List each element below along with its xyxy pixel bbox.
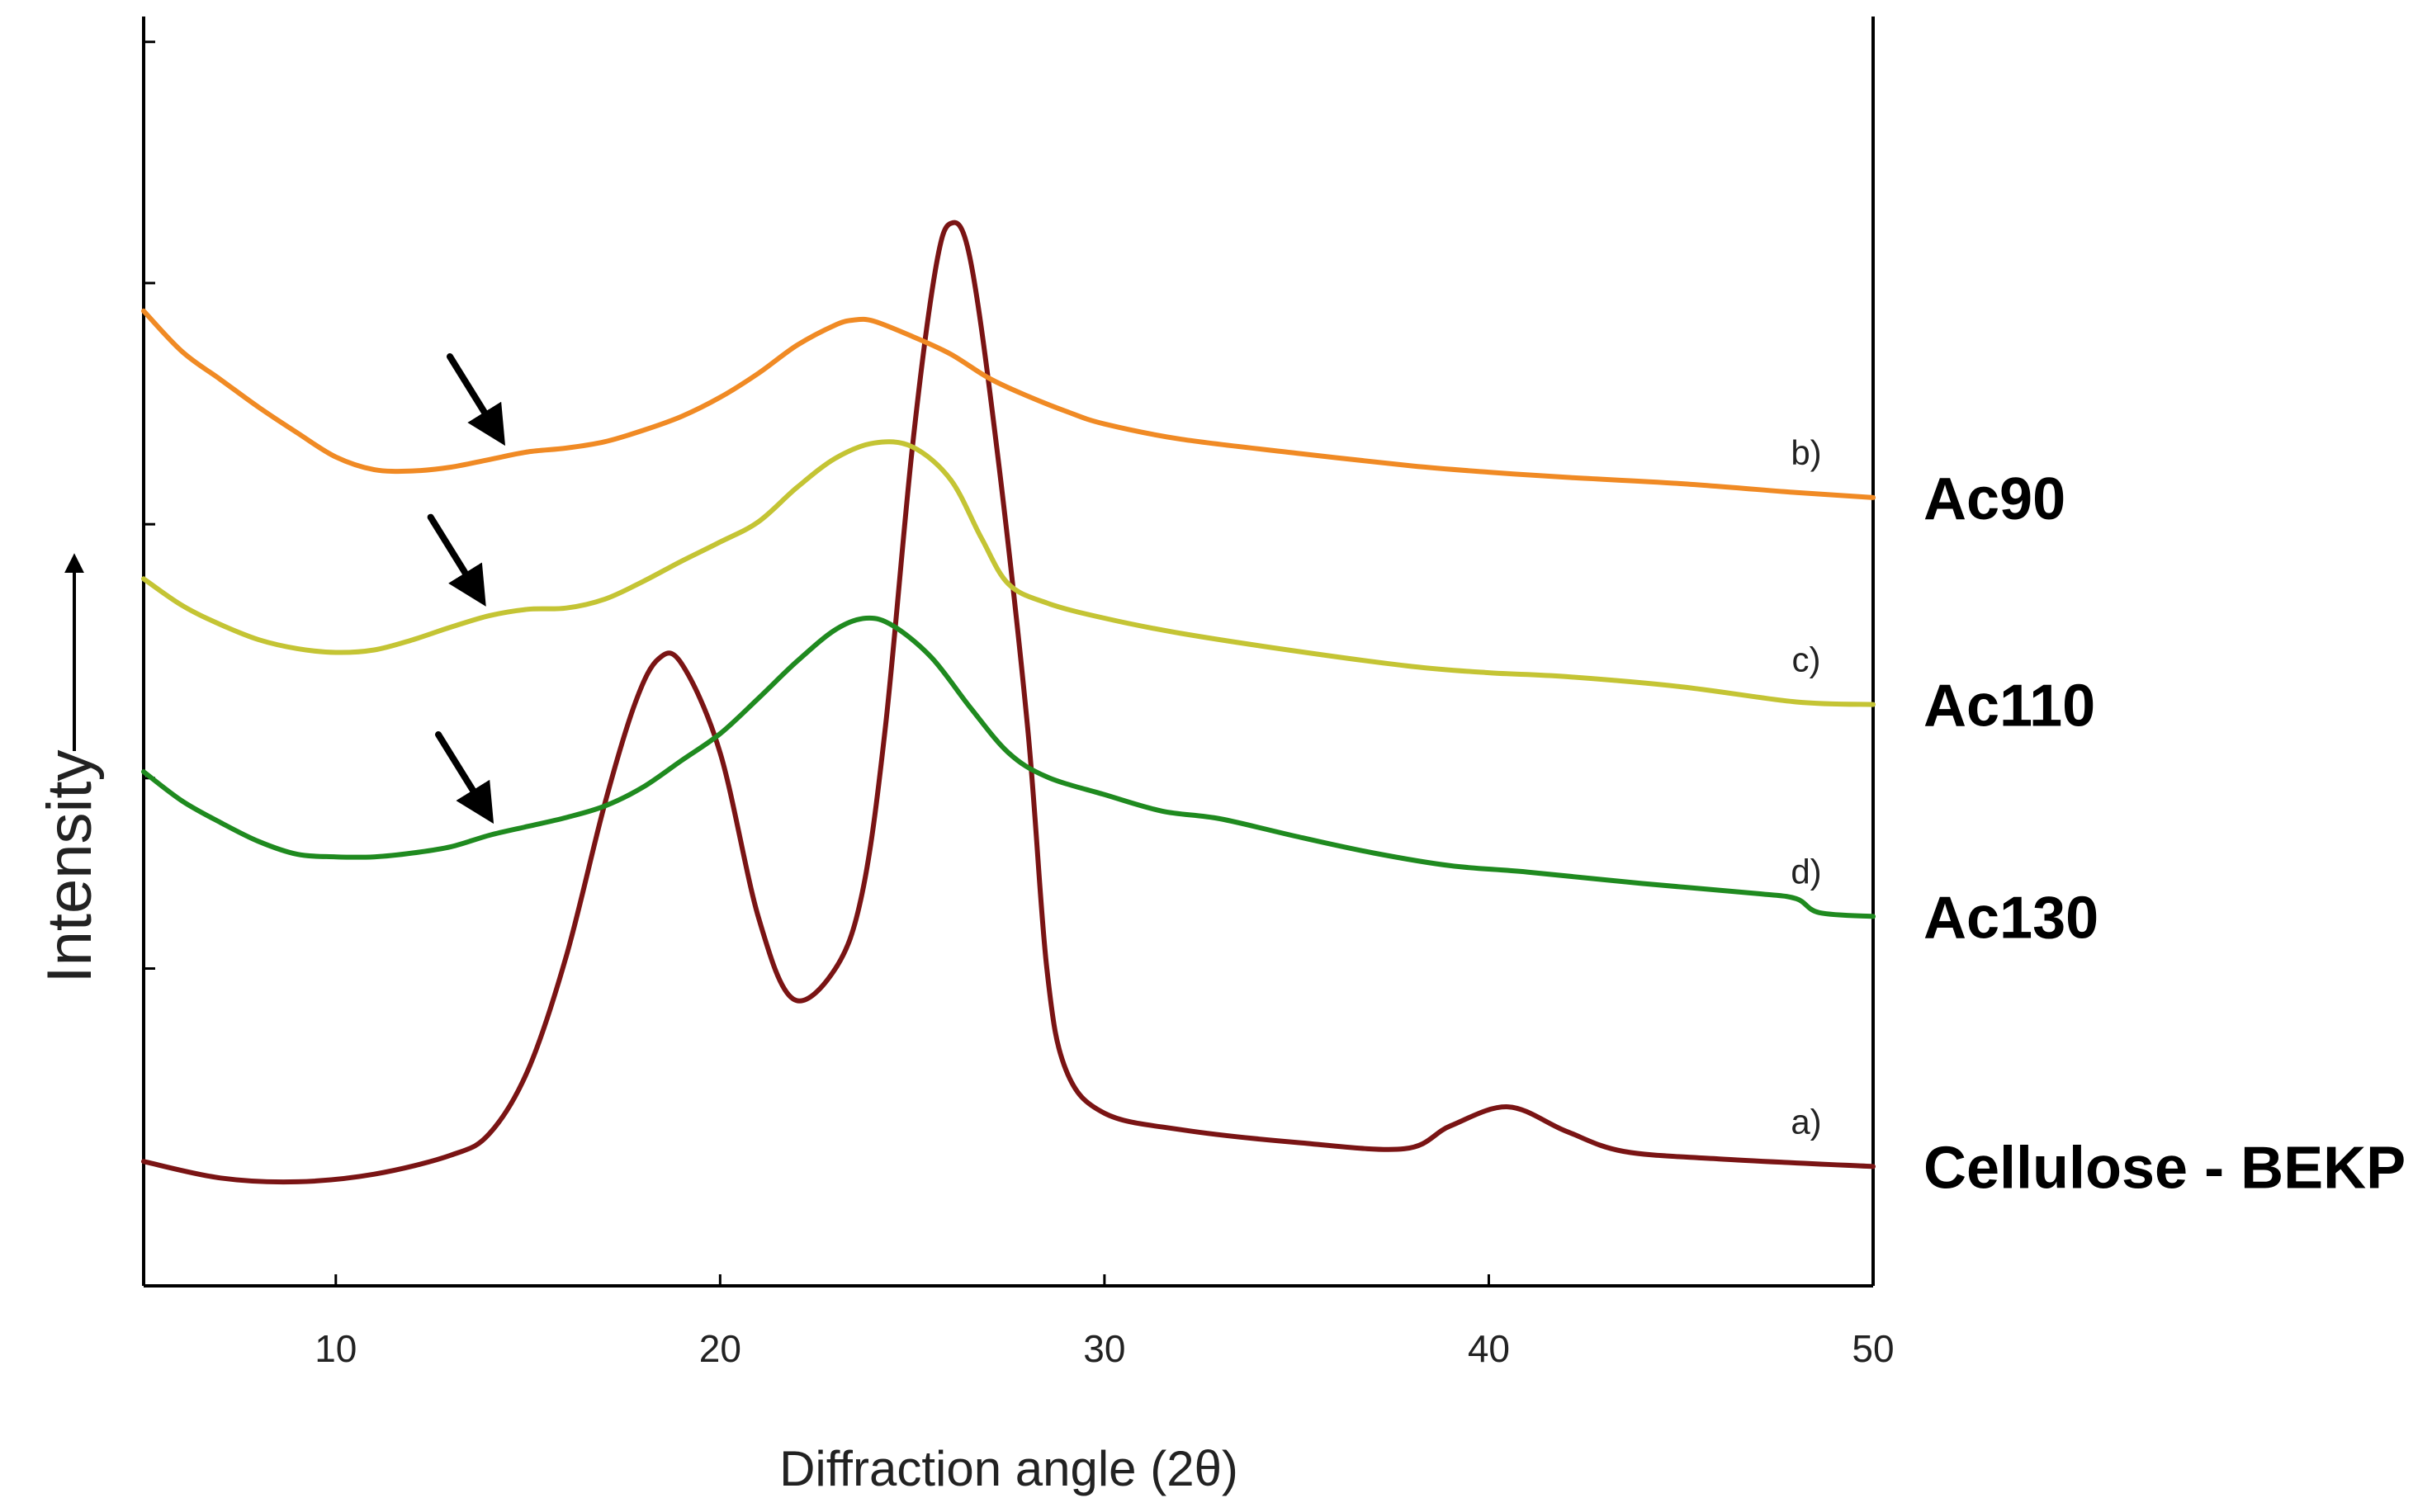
- x-tick-label: 20: [699, 1327, 741, 1370]
- x-tick-labels: 10 20 30 40 50: [315, 1327, 1894, 1370]
- arrow-down-right-icon: [435, 731, 494, 825]
- arrow-down-right-icon: [427, 513, 486, 607]
- x-tick-marks: [334, 1274, 1875, 1286]
- series-name-ac130: Ac130: [1923, 885, 2098, 951]
- series-letter-cellulose: a): [1791, 1102, 1821, 1141]
- series-line-ac110: [141, 439, 1876, 707]
- x-tick-label: 10: [315, 1327, 357, 1370]
- y-axis-title: Intensity: [35, 749, 105, 983]
- series-lines: [141, 220, 1876, 1185]
- series-letter-ac110: c): [1792, 640, 1821, 679]
- series-line-cellulose: [141, 220, 1876, 1185]
- series-letter-ac130: d): [1791, 852, 1821, 891]
- series-name-ac110: Ac110: [1923, 673, 2095, 739]
- series-line-ac90: [141, 308, 1876, 500]
- x-tick-label: 30: [1083, 1327, 1125, 1370]
- x-axis-title: Diffraction angle (2θ): [779, 1441, 1238, 1496]
- arrow-down-right-icon: [446, 352, 506, 447]
- series-name-cellulose: Cellulose - BEKP: [1923, 1135, 2406, 1201]
- series-name-labels: Cellulose - BEKP Ac90 Ac110 Ac130: [1923, 466, 2406, 1202]
- series-letter-labels: a) b) c) d): [1791, 433, 1821, 1141]
- series-line-ac130: [141, 615, 1876, 919]
- y-tick-marks: [144, 40, 155, 970]
- x-tick-label: 40: [1468, 1327, 1510, 1370]
- y-axis-title-group: Intensity: [35, 553, 105, 984]
- series-name-ac90: Ac90: [1923, 466, 2065, 532]
- x-tick-label: 50: [1852, 1327, 1894, 1370]
- plot-frame: [142, 17, 1875, 1288]
- series-letter-ac90: b): [1791, 433, 1821, 472]
- annotation-arrows: [427, 352, 506, 825]
